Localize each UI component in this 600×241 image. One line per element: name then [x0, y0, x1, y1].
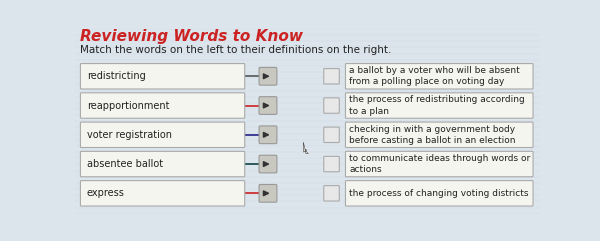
- FancyBboxPatch shape: [324, 156, 339, 172]
- FancyBboxPatch shape: [80, 122, 245, 147]
- FancyBboxPatch shape: [324, 98, 339, 113]
- Text: the process of redistributing according
to a plan: the process of redistributing according …: [349, 95, 525, 116]
- FancyBboxPatch shape: [80, 181, 245, 206]
- FancyBboxPatch shape: [259, 97, 277, 114]
- FancyBboxPatch shape: [346, 64, 533, 89]
- FancyBboxPatch shape: [346, 122, 533, 147]
- Text: Match the words on the left to their definitions on the right.: Match the words on the left to their def…: [80, 46, 391, 55]
- FancyBboxPatch shape: [346, 151, 533, 177]
- FancyBboxPatch shape: [346, 181, 533, 206]
- FancyBboxPatch shape: [346, 93, 533, 118]
- FancyBboxPatch shape: [259, 67, 277, 85]
- Text: Reviewing Words to Know: Reviewing Words to Know: [80, 29, 302, 44]
- Text: to communicate ideas through words or
actions: to communicate ideas through words or ac…: [349, 154, 530, 174]
- FancyBboxPatch shape: [324, 127, 339, 142]
- Polygon shape: [304, 143, 308, 154]
- Text: redistricting: redistricting: [86, 71, 145, 81]
- Text: checking in with a government body
before casting a ballot in an election: checking in with a government body befor…: [349, 125, 516, 145]
- Text: reapportionment: reapportionment: [86, 100, 169, 111]
- FancyBboxPatch shape: [80, 64, 245, 89]
- Text: absentee ballot: absentee ballot: [86, 159, 163, 169]
- Text: a ballot by a voter who will be absent
from a polling place on voting day: a ballot by a voter who will be absent f…: [349, 66, 520, 87]
- Text: voter registration: voter registration: [86, 130, 172, 140]
- FancyBboxPatch shape: [259, 126, 277, 144]
- FancyBboxPatch shape: [259, 155, 277, 173]
- FancyBboxPatch shape: [324, 186, 339, 201]
- Text: the process of changing voting districts: the process of changing voting districts: [349, 189, 529, 198]
- FancyBboxPatch shape: [259, 184, 277, 202]
- FancyBboxPatch shape: [80, 93, 245, 118]
- FancyBboxPatch shape: [324, 69, 339, 84]
- Text: express: express: [86, 188, 125, 198]
- FancyBboxPatch shape: [80, 151, 245, 177]
